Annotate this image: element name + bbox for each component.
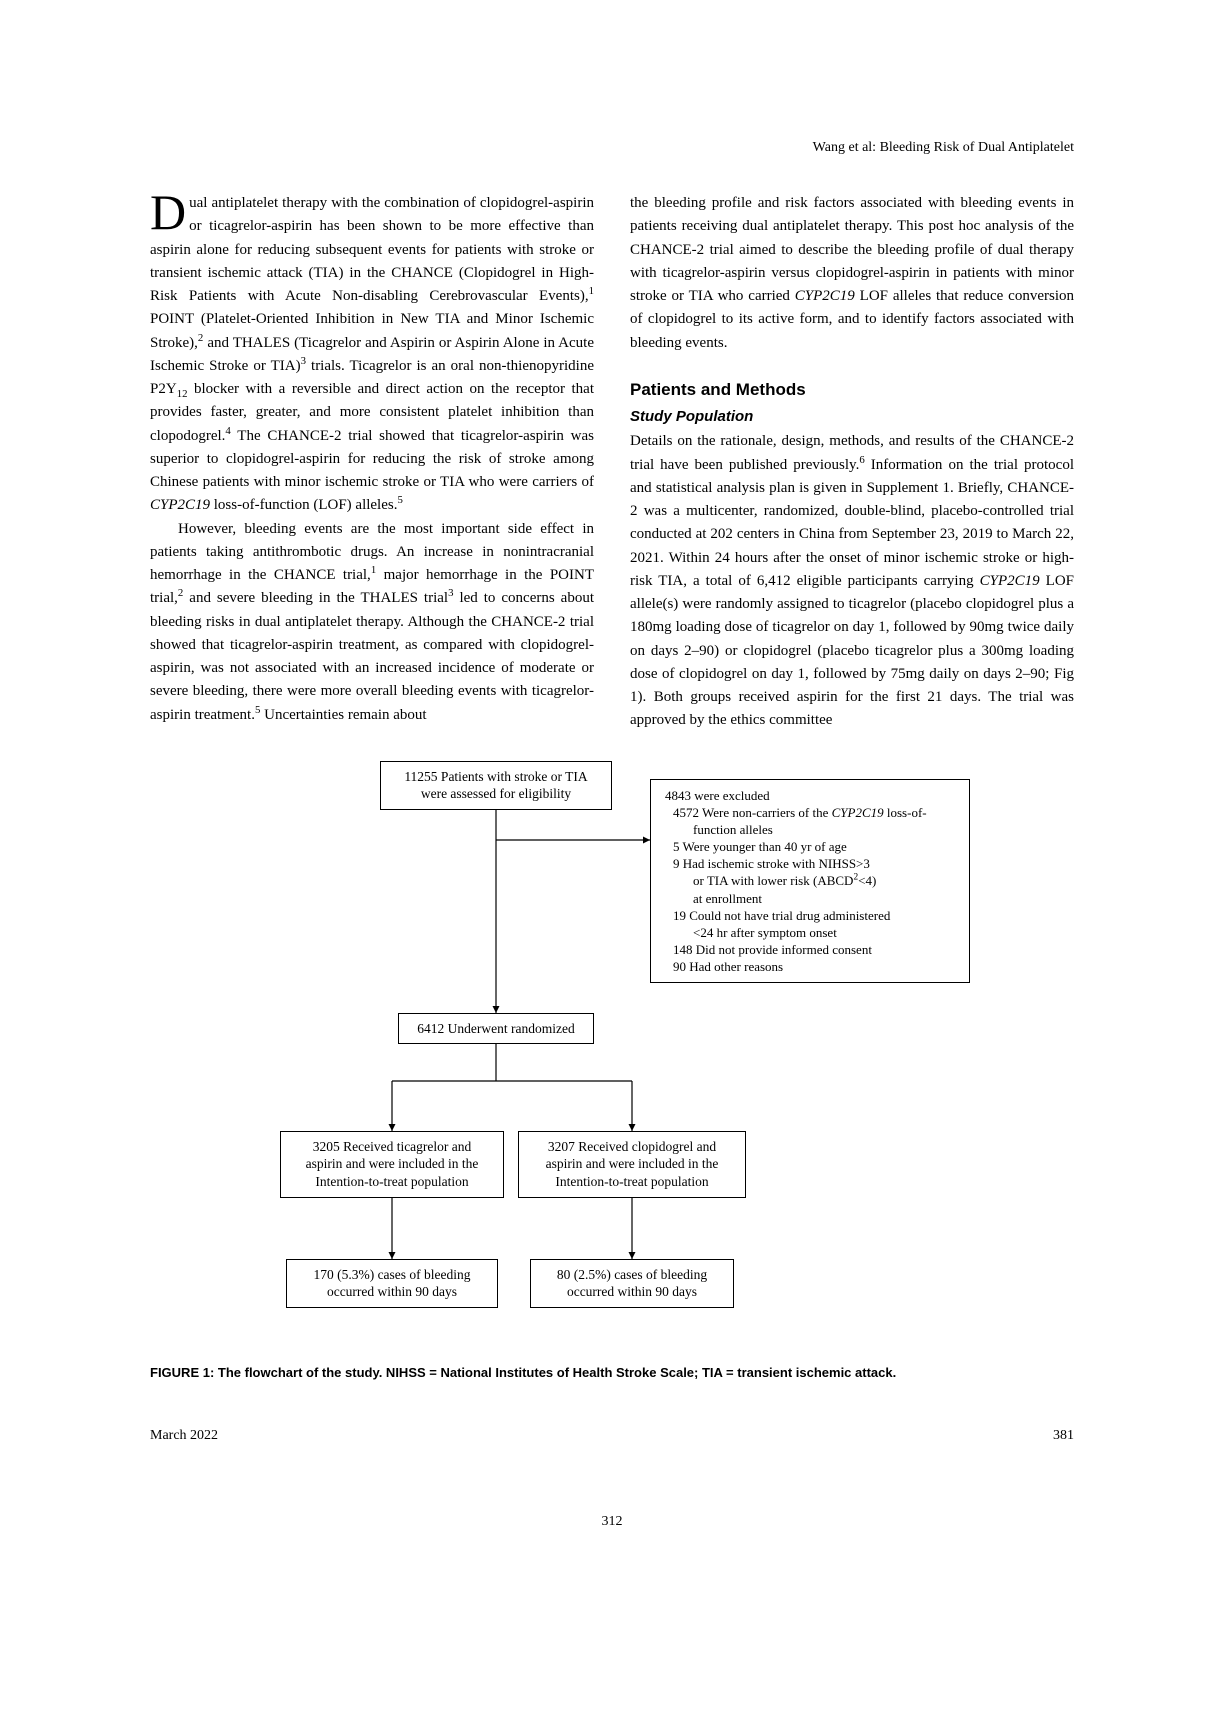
para-1: D ual antiplatelet therapy with the comb… (150, 192, 594, 518)
running-head: Wang et al: Bleeding Risk of Dual Antipl… (150, 140, 1074, 156)
dropcap: D (150, 192, 189, 233)
section-heading: Patients and Methods (630, 377, 1074, 403)
footer-page: 381 (1053, 1428, 1074, 1444)
footer-date: March 2022 (150, 1428, 218, 1444)
para-4: Details on the rationale, design, method… (630, 430, 1074, 732)
flow-box-excluded: 4843 were excluded4572 Were non-carriers… (650, 779, 970, 984)
flow-box-clopidogrel: 3207 Received clopidogrel andaspirin and… (518, 1131, 746, 1198)
para-1-text: ual antiplatelet therapy with the combin… (150, 195, 594, 513)
left-column: D ual antiplatelet therapy with the comb… (150, 192, 594, 733)
page-footer: March 2022 381 (150, 1428, 1074, 1444)
subsection-heading: Study Population (630, 405, 1074, 428)
figure-caption: FIGURE 1: The flowchart of the study. NI… (150, 1365, 1074, 1380)
para-2: However, bleeding events are the most im… (150, 518, 594, 727)
flow-box-randomized: 6412 Underwent randomized (398, 1013, 594, 1045)
flow-box-bleed-ticagrelor: 170 (5.3%) cases of bleedingoccurred wit… (286, 1259, 498, 1309)
para-3: the bleeding profile and risk factors as… (630, 192, 1074, 355)
flowchart: 11255 Patients with stroke or TIAwere as… (232, 761, 992, 1351)
right-column: the bleeding profile and risk factors as… (630, 192, 1074, 733)
flow-box-assessed: 11255 Patients with stroke or TIAwere as… (380, 761, 612, 811)
flow-box-ticagrelor: 3205 Received ticagrelor andaspirin and … (280, 1131, 504, 1198)
body-columns: D ual antiplatelet therapy with the comb… (150, 192, 1074, 733)
flow-box-bleed-clopidogrel: 80 (2.5%) cases of bleedingoccurred with… (530, 1259, 734, 1309)
pdf-page-number: 312 (150, 1514, 1074, 1530)
figure-1: 11255 Patients with stroke or TIAwere as… (150, 761, 1074, 1380)
